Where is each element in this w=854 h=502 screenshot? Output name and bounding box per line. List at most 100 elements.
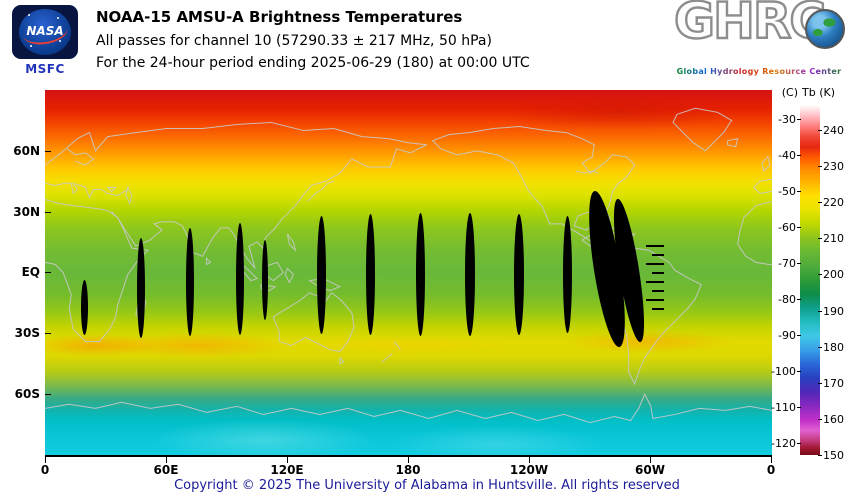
- axis-tick: [166, 457, 167, 463]
- colorbar-kelvin-tick: 200: [818, 268, 844, 281]
- colorbar-kelvin-tick: 240: [818, 124, 844, 137]
- colorbar: (C) Tb (K) -30 -40 -50 -60 -70 -80 -90 -…: [771, 84, 854, 480]
- x-axis-tick-label: 180: [395, 463, 421, 477]
- dropout-line: [646, 281, 664, 283]
- colorbar-kelvin-tick: 180: [818, 341, 844, 354]
- y-axis-tick-label: 60N: [13, 144, 40, 158]
- orbit-gap: [416, 213, 425, 336]
- coastline-path: [762, 157, 770, 171]
- dropout-line: [652, 308, 664, 310]
- nasa-wordmark: NASA: [26, 24, 64, 38]
- subtitle-channel: All passes for channel 10 (57290.33 ± 21…: [96, 33, 492, 49]
- coastline-path: [67, 149, 93, 165]
- colorbar-kelvin-header: Tb (K): [802, 86, 835, 99]
- colorbar-kelvin-tick: 220: [818, 196, 844, 209]
- star-dot: [28, 14, 30, 16]
- x-axis-tick-label: 0: [40, 463, 50, 477]
- nasa-logo: NASA: [12, 5, 78, 59]
- msfc-label: MSFC: [25, 62, 65, 76]
- orbit-gap: [236, 223, 244, 335]
- dropout-line: [652, 272, 664, 274]
- ghrc-logo: GHRC Global Hydrology Resource Center: [670, 0, 848, 80]
- colorbar-kelvin-tick: 160: [818, 413, 844, 426]
- colorbar-celsius-tick: -60: [778, 221, 801, 234]
- colorbar-celsius-tick: -80: [778, 293, 801, 306]
- y-axis-tick-label: 60S: [14, 387, 40, 401]
- axis-tick: [45, 457, 46, 463]
- colorbar-celsius-tick: -30: [778, 113, 801, 126]
- coastline-path: [45, 183, 128, 197]
- coastline-path: [576, 171, 598, 173]
- coastline-path: [273, 293, 354, 364]
- coastline-path: [207, 258, 211, 264]
- axis-tick: [45, 333, 51, 334]
- orbit-gap: [137, 238, 145, 338]
- coastline-path: [237, 234, 340, 291]
- axis-tick: [650, 457, 651, 463]
- orbit-gap: [366, 214, 375, 335]
- axis-tick: [45, 212, 51, 213]
- dropout-line: [646, 245, 664, 247]
- star-dot: [59, 40, 61, 42]
- colorbar-celsius-tick: -100: [771, 365, 801, 378]
- x-axis-tick-label: 120E: [270, 463, 304, 477]
- x-axis-tick-label: 60W: [635, 463, 665, 477]
- orbit-gap: [514, 214, 524, 335]
- colorbar-celsius-tick: -40: [778, 149, 801, 162]
- coastline-path: [45, 200, 148, 342]
- dropout-line: [646, 263, 664, 265]
- globe-icon: [805, 9, 845, 49]
- title-block: NOAA-15 AMSU-A Brightness Temperatures A…: [96, 8, 530, 77]
- orbit-gap: [563, 216, 572, 333]
- axis-tick: [529, 457, 530, 463]
- colorbar-celsius-tick: -90: [778, 329, 801, 342]
- coastline-path: [754, 179, 772, 193]
- axis-tick: [45, 394, 51, 395]
- page-title: NOAA-15 AMSU-A Brightness Temperatures: [96, 8, 463, 26]
- colorbar-celsius-tick: -70: [778, 257, 801, 270]
- temperature-patch-overlay: [45, 90, 772, 455]
- axis-tick: [287, 457, 288, 463]
- star-dot: [30, 45, 32, 47]
- ghrc-wordmark: GHRC: [673, 0, 827, 51]
- subtitle-period: For the 24-hour period ending 2025-06-29…: [96, 55, 530, 71]
- x-axis-tick-label: 120W: [509, 463, 549, 477]
- copyright-notice: Copyright © 2025 The University of Alaba…: [174, 478, 680, 493]
- colorbar-gradient: [800, 105, 820, 455]
- dropout-line: [646, 299, 664, 301]
- colorbar-celsius-header: (C): [781, 86, 798, 99]
- scanline-dropouts: [646, 245, 672, 317]
- axis-tick: [771, 457, 772, 463]
- colorbar-kelvin-tick: 210: [818, 232, 844, 245]
- coastline-path: [108, 187, 132, 203]
- orbit-gap: [81, 280, 88, 335]
- coastline-path: [45, 394, 772, 422]
- colorbar-kelvin-tick: 190: [818, 305, 844, 318]
- coastline-path: [673, 108, 738, 151]
- x-axis-tick-label: 0: [766, 463, 776, 477]
- colorbar-kelvin-tick: 170: [818, 377, 844, 390]
- colorbar-kelvin-tick: 230: [818, 160, 844, 173]
- orbit-gap: [262, 240, 268, 320]
- colorbar-celsius-tick: -110: [771, 401, 801, 414]
- ghrc-subtitle: Global Hydrology Resource Center: [670, 67, 848, 76]
- dropout-line: [652, 254, 664, 256]
- colorbar-celsius-tick: -120: [771, 437, 801, 450]
- coastline-path: [308, 181, 334, 201]
- colorbar-kelvin-tick: 150: [818, 449, 844, 462]
- x-axis-line: [45, 455, 772, 457]
- axis-tick: [45, 151, 51, 152]
- orbit-gap: [465, 213, 475, 336]
- y-axis-tick-label: 30N: [13, 205, 40, 219]
- axis-tick: [45, 272, 51, 273]
- axis-tick: [408, 457, 409, 463]
- y-axis-tick-label: 30S: [14, 326, 40, 340]
- coastline-path: [112, 145, 427, 269]
- star-dot: [57, 17, 59, 19]
- colorbar-celsius-tick: -50: [778, 185, 801, 198]
- dropout-line: [652, 290, 664, 292]
- coastline-path: [45, 122, 427, 165]
- orbit-gap: [317, 216, 326, 334]
- coastline-path: [382, 341, 400, 361]
